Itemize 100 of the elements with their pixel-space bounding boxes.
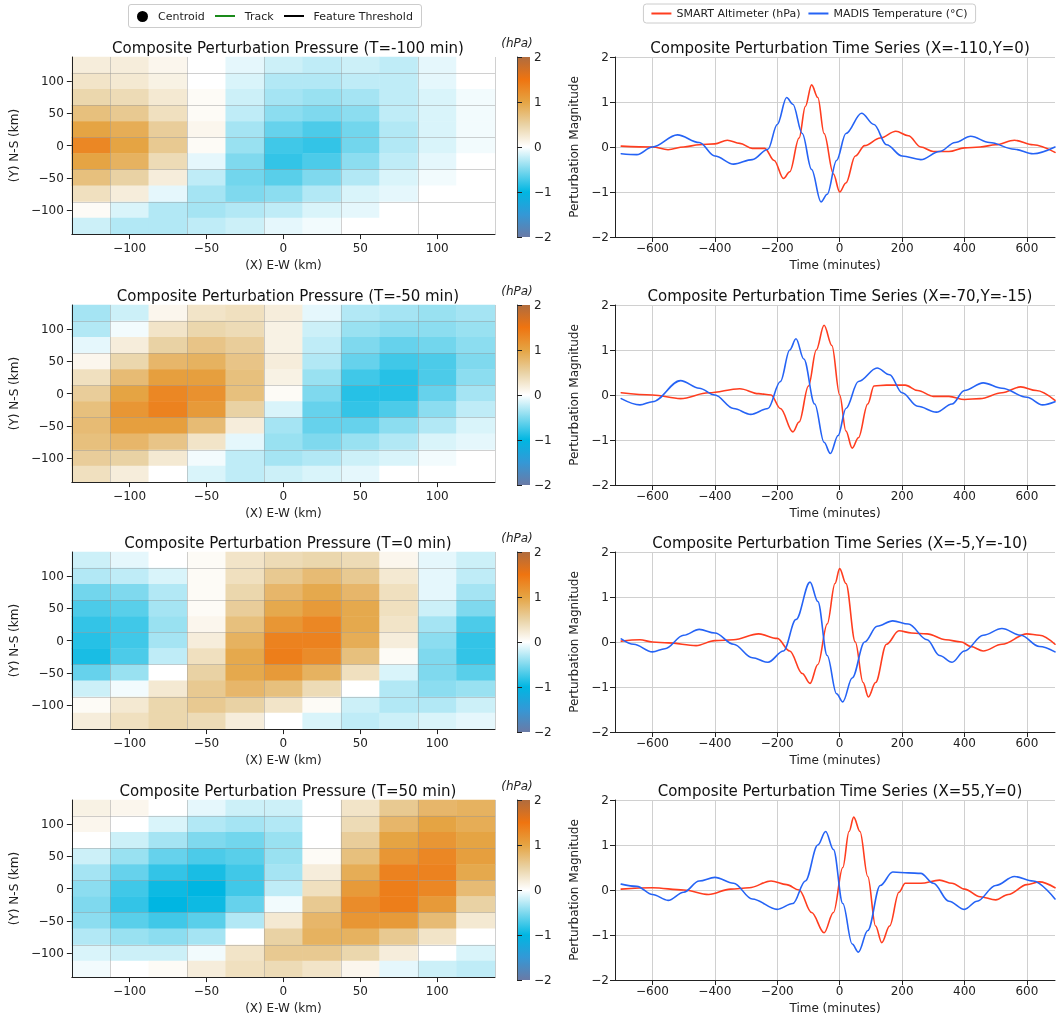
color-bar-label: 0 bbox=[534, 140, 542, 154]
y-tick-label: −100 bbox=[30, 202, 64, 217]
x-tick-label: −100 bbox=[113, 488, 147, 503]
y-tick-label: −50 bbox=[38, 418, 64, 433]
x-axis-title: Time (minutes) bbox=[788, 1000, 881, 1014]
y-tick-label: −2 bbox=[591, 725, 609, 739]
color-bar-title: (hPa) bbox=[501, 36, 533, 50]
y-tick-label: 0 bbox=[56, 386, 64, 401]
y-tick-label: −50 bbox=[38, 170, 64, 185]
x-tick-label: −200 bbox=[760, 488, 794, 503]
x-tick-label: 50 bbox=[352, 488, 368, 503]
x-tick-label: −400 bbox=[698, 736, 732, 750]
x-tick-label: −100 bbox=[113, 241, 147, 256]
text: Centroid bbox=[158, 9, 205, 23]
x-axis-title: Time (minutes) bbox=[788, 752, 881, 767]
legend-label: SMART Altimeter (hPa) bbox=[676, 7, 801, 20]
y-tick-label: 2 bbox=[601, 545, 609, 559]
x-tick-label: −50 bbox=[193, 983, 220, 998]
x-tick-label: 0 bbox=[835, 241, 844, 255]
legend-label: MADIS Temperature (°C) bbox=[833, 7, 968, 20]
x-tick-label: −50 bbox=[193, 241, 220, 256]
x-tick-label: −600 bbox=[635, 488, 669, 503]
y-tick-label: 50 bbox=[48, 601, 64, 616]
chart-title: Composite Perturbation Pressure (T=50 min) bbox=[119, 781, 457, 799]
y-tick-label: −1 bbox=[591, 927, 609, 942]
x-tick-label: 50 bbox=[352, 983, 368, 998]
color-bar-label: −1 bbox=[534, 680, 552, 694]
y-tick-label: 50 bbox=[48, 106, 64, 121]
x-tick-label: 0 bbox=[279, 488, 288, 503]
y-tick-label: −100 bbox=[30, 697, 64, 712]
x-tick-label: 200 bbox=[890, 241, 914, 255]
x-tick-label: 100 bbox=[425, 736, 449, 751]
color-bar-label: 1 bbox=[534, 342, 542, 357]
x-tick-label: −200 bbox=[760, 736, 794, 750]
x-tick-label: 100 bbox=[425, 983, 449, 998]
x-tick-label: 200 bbox=[890, 488, 914, 503]
y-tick-label: −2 bbox=[591, 972, 609, 987]
color-bar-label: 2 bbox=[534, 792, 542, 807]
y-tick-label: 0 bbox=[56, 633, 64, 648]
x-tick-label: 0 bbox=[279, 736, 288, 751]
y-tick-label: 50 bbox=[48, 848, 64, 863]
text: Feature Threshold bbox=[313, 9, 413, 23]
x-axis-title: (X) E-W (km) bbox=[245, 505, 322, 520]
y-tick-label: 100 bbox=[40, 816, 64, 831]
line-series bbox=[620, 815, 1056, 943]
color-bar-label: −2 bbox=[534, 972, 552, 987]
color-bar-label: 2 bbox=[534, 545, 542, 559]
color-bar-label: 0 bbox=[534, 882, 542, 897]
x-tick-label: 50 bbox=[352, 241, 368, 256]
y-tick-label: 0 bbox=[56, 881, 64, 896]
x-tick-label: −100 bbox=[113, 736, 147, 751]
x-axis-title: Time (minutes) bbox=[788, 257, 881, 272]
color-bar-label: 1 bbox=[534, 837, 542, 852]
color-bar-label: −1 bbox=[534, 927, 552, 942]
x-tick-label: 100 bbox=[425, 241, 449, 256]
color-bar-label: 2 bbox=[534, 50, 542, 64]
y-tick-label: −50 bbox=[38, 665, 64, 680]
y-tick-label: 1 bbox=[601, 590, 609, 604]
y-tick-label: 1 bbox=[601, 837, 609, 852]
chart-title: Composite Perturbation Pressure (T=0 min) bbox=[124, 533, 452, 552]
y-tick-label: −2 bbox=[591, 477, 609, 492]
x-axis-title: Time (minutes) bbox=[788, 505, 881, 520]
x-tick-label: 0 bbox=[279, 983, 288, 998]
y-axis-title: Perturbation Magnitude bbox=[567, 323, 582, 466]
x-tick-label: 600 bbox=[1015, 736, 1039, 750]
x-tick-label: 0 bbox=[279, 241, 288, 256]
chart-title: Composite Perturbation Time Series (X=-110,Y=0) bbox=[650, 38, 1030, 57]
y-tick-label: 0 bbox=[601, 140, 609, 154]
y-tick-label: 0 bbox=[601, 387, 609, 402]
y-tick-label: −100 bbox=[30, 945, 64, 960]
x-tick-label: −50 bbox=[193, 736, 220, 751]
y-tick-label: −2 bbox=[591, 230, 609, 244]
chart-title: Composite Perturbation Pressure (T=-50 min) bbox=[116, 286, 460, 304]
y-axis-title: (Y) N-S (km) bbox=[7, 356, 21, 430]
color-bar-label: −1 bbox=[534, 185, 552, 199]
x-tick-label: −50 bbox=[193, 488, 220, 503]
x-tick-label: −600 bbox=[635, 736, 669, 750]
x-axis-title: (X) E-W (km) bbox=[245, 258, 322, 272]
color-bar-label: 1 bbox=[534, 95, 542, 109]
x-tick-label: 100 bbox=[425, 488, 449, 503]
line-series bbox=[620, 96, 1056, 203]
y-tick-label: 1 bbox=[601, 342, 609, 357]
x-tick-label: −100 bbox=[113, 983, 147, 998]
x-tick-label: 400 bbox=[953, 488, 976, 503]
x-tick-label: −400 bbox=[698, 241, 732, 255]
x-tick-label: 400 bbox=[953, 983, 976, 998]
color-bar-title: (hPa) bbox=[501, 283, 533, 298]
y-tick-label: −50 bbox=[38, 913, 64, 928]
x-tick-label: 0 bbox=[835, 983, 844, 998]
x-tick-label: 200 bbox=[890, 736, 914, 750]
x-tick-label: 600 bbox=[1015, 241, 1039, 255]
y-axis-title: (Y) N-S (km) bbox=[7, 851, 21, 925]
y-tick-label: −100 bbox=[30, 450, 64, 465]
x-axis-title: (X) E-W (km) bbox=[245, 1000, 322, 1014]
y-tick-label: −1 bbox=[591, 680, 609, 694]
y-tick-label: 0 bbox=[601, 882, 609, 897]
color-bar-label: −1 bbox=[534, 432, 552, 447]
y-tick-label: −1 bbox=[591, 185, 609, 199]
color-bar-label: −2 bbox=[534, 230, 552, 244]
y-tick-label: 1 bbox=[601, 95, 609, 109]
